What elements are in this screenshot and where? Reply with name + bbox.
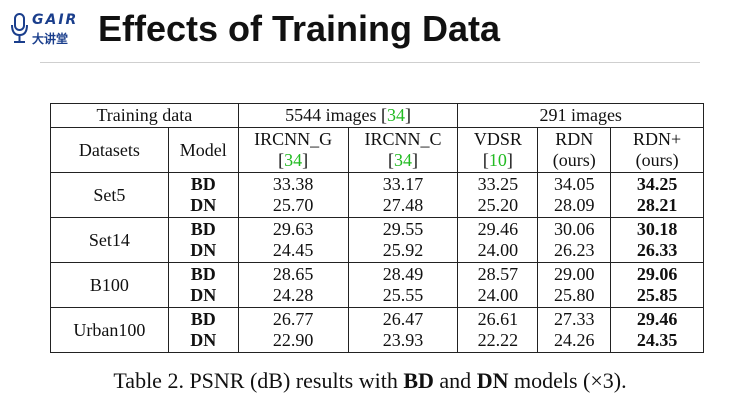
value-cell: 29.63 24.45 [237,217,349,263]
table-row: Set5 BD DN 33.38 25.70 33.17 27.48 33.25 25.… [50,172,704,218]
value-cell: 34.05 28.09 [537,172,612,218]
header-row-1: Training data 5544 images [34] 291 image… [50,103,704,128]
best-value-cell: 34.25 28.21 [610,172,704,218]
logo-chinese: 大讲堂 [32,32,69,46]
value-cell: 28.65 24.28 [237,262,349,308]
best-value-cell: 29.06 25.85 [610,262,704,308]
value-cell: 33.17 27.48 [347,172,459,218]
value-cell: 29.00 25.80 [537,262,612,308]
best-value-cell: 30.18 26.33 [610,217,704,263]
dataset-cell: Set5 [50,172,169,218]
table-row: Urban100 BD DN 26.77 22.90 26.47 23.93 26.6… [50,307,704,353]
model-cell: BD DN [167,262,239,308]
ref-link[interactable]: 10 [488,150,507,170]
header-ircnn-c: IRCNN_C [34] [347,127,459,173]
value-cell: 27.33 24.26 [537,307,612,353]
value-cell: 30.06 26.23 [537,217,612,263]
microphone-icon [11,13,28,43]
header-vdsr: VDSR [10] [457,127,539,173]
model-cell: BD DN [167,307,239,353]
header-model: Model [167,127,239,173]
header-training-data: Training data [50,103,239,128]
header-ircnn-g: IRCNN_G [34] [237,127,349,173]
value-cell: 26.61 22.22 [457,307,539,353]
value-cell: 29.46 24.00 [457,217,539,263]
ref-link[interactable]: 34 [387,105,406,125]
logo-brand: GAIR [32,12,79,28]
gair-logo: GAIR 大讲堂 [8,8,88,52]
table-row: Set14 BD DN 29.63 24.45 29.55 25.92 29.46 24… [50,217,704,263]
best-value-cell: 29.46 24.35 [610,307,704,353]
header-datasets: Datasets [50,127,169,173]
value-cell: 26.47 23.93 [347,307,459,353]
value-cell: 33.25 25.20 [457,172,539,218]
dataset-cell: Set14 [50,217,169,263]
table-caption: Table 2. PSNR (dB) results with BD and D… [113,368,627,393]
value-cell: 28.49 25.55 [347,262,459,308]
slide-title: Effects of Training Data [98,8,501,49]
header-row-2: Datasets Model IRCNN_G [34] IRCNN_C [34] V… [50,127,704,173]
results-table: Training data 5544 images [34] 291 image… [50,103,704,353]
header-291-images: 291 images [457,103,704,128]
header-rdn-plus: RDN+ (ours) [610,127,704,173]
model-cell: BD DN [167,172,239,218]
header-5544-images: 5544 images [34] [237,103,459,128]
dataset-cell: Urban100 [50,307,169,353]
dataset-cell: B100 [50,262,169,308]
ref-link[interactable]: 34 [284,150,303,170]
value-cell: 28.57 24.00 [457,262,539,308]
ref-link[interactable]: 34 [393,150,412,170]
value-cell: 29.55 25.92 [347,217,459,263]
table-row: B100 BD DN 28.65 24.28 28.49 25.55 28.57 24.… [50,262,704,308]
value-cell: 26.77 22.90 [237,307,349,353]
title-divider [40,62,700,63]
value-cell: 33.38 25.70 [237,172,349,218]
header-rdn: RDN (ours) [537,127,612,173]
model-cell: BD DN [167,217,239,263]
